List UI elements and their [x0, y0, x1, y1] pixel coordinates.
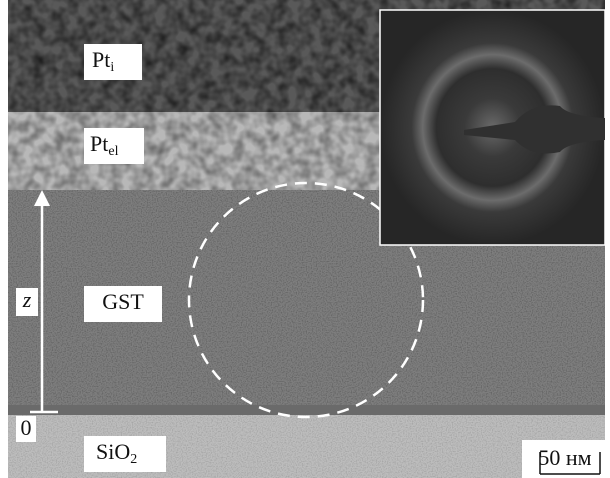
diffraction-inset [380, 10, 605, 245]
scale-bar: 50 нм [522, 440, 605, 478]
z-label: z [22, 287, 32, 312]
origin-label: 0 [21, 415, 32, 440]
interface [8, 405, 605, 415]
scale-label: 50 нм [538, 445, 591, 470]
layer-label: GST [102, 289, 144, 314]
micrograph: z 0 Pti Ptel GST SiO2 50 нм [0, 0, 610, 478]
